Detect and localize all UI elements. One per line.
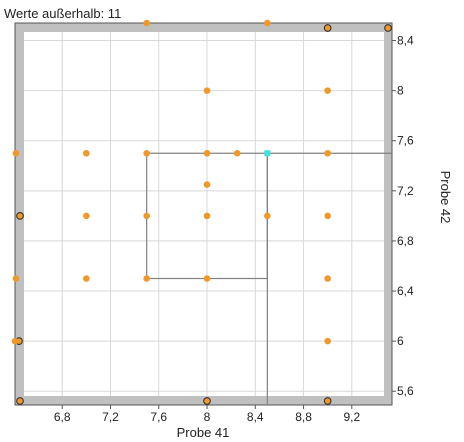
tick-labels: 6,8 7,2 7,6 8 8,4 8,8 9,2 5,6 6 6,4 6,8 7,2 7,6 8 8,4 (54, 34, 414, 424)
x-axis-label: Probe 41 (177, 425, 230, 440)
frame-top (15, 23, 392, 32)
outlier-point (384, 24, 392, 32)
data-point (233, 149, 241, 157)
frame-border (14, 22, 393, 406)
x-tick-label: 7,2 (102, 410, 119, 424)
y-tick-label: 5,6 (397, 384, 414, 398)
outlier-point (12, 149, 20, 157)
selected-point (264, 150, 271, 157)
data-point (324, 337, 331, 345)
data-point (203, 149, 211, 157)
data-point (264, 212, 271, 220)
outlier-markers (11, 19, 392, 405)
y-tick-label: 8,4 (397, 34, 414, 48)
data-point (143, 149, 150, 157)
data-point (203, 212, 211, 220)
y-axis-label: Probe 42 (438, 171, 453, 224)
plot-background (20, 28, 388, 400)
outlier-point (264, 19, 271, 27)
data-point (83, 275, 90, 282)
data-point (324, 212, 331, 220)
outlier-point (11, 337, 19, 345)
outlier-point (203, 397, 211, 405)
outlier-point (323, 24, 332, 32)
data-point (324, 275, 331, 282)
outlier-point (12, 275, 20, 282)
data-point (324, 149, 331, 157)
outlier-point (16, 212, 24, 220)
data-points (83, 87, 331, 345)
frame-right (384, 23, 392, 405)
data-point (143, 212, 150, 220)
outlier-point (143, 19, 150, 27)
x-tick-label: 6,8 (54, 410, 71, 424)
x-tick-label: 9,2 (343, 410, 360, 424)
outlier-point (323, 397, 332, 405)
data-point (83, 149, 90, 157)
x-tick-label: 8,4 (247, 410, 264, 424)
y-tick-label: 8 (397, 84, 404, 98)
y-tick-label: 6 (397, 334, 404, 348)
x-tick-label: 8 (204, 410, 211, 424)
x-tick-label: 7,6 (150, 410, 167, 424)
y-tick-label: 6,8 (397, 234, 414, 248)
y-tick-label: 6,4 (397, 284, 414, 298)
data-point (203, 87, 211, 94)
y-tick-label: 7,2 (397, 184, 414, 198)
data-point (324, 87, 331, 94)
y-tick-label: 7,6 (397, 134, 414, 148)
grid-layer (20, 28, 388, 400)
x-tick-label: 8,8 (295, 410, 312, 424)
data-point (203, 275, 211, 282)
outlier-point (16, 397, 24, 405)
data-point (83, 212, 90, 220)
outlier-count-label: Werte außerhalb: 11 (4, 6, 121, 21)
data-point (203, 181, 211, 188)
data-point (143, 275, 150, 282)
